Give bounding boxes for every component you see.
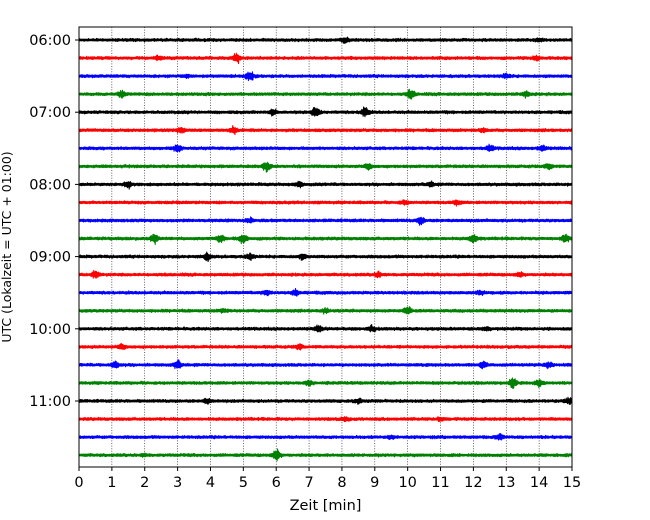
- x-axis-ticks: 0 1 2 3 4 5 6 7 8 9 10 11 12 13 14 15: [74, 467, 581, 491]
- y-tick-label-08:00: 08:00: [29, 177, 71, 193]
- x-tick-label-13: 13: [497, 475, 515, 491]
- trace-row-3: [78, 88, 573, 100]
- trace-row-12: [78, 251, 573, 263]
- x-tick-label-5: 5: [239, 475, 248, 491]
- trace-row-0: [78, 36, 573, 44]
- x-tick-label-12: 12: [464, 475, 482, 491]
- x-tick-label-10: 10: [398, 475, 416, 491]
- trace-row-2: [78, 71, 573, 82]
- x-tick-label-15: 15: [563, 475, 581, 491]
- y-tick-label-09:00: 09:00: [29, 250, 71, 266]
- trace-row-7: [78, 161, 573, 173]
- x-axis-label: Zeit [min]: [290, 498, 362, 514]
- trace-row-9: [78, 199, 573, 207]
- grid-lines: [111, 27, 540, 467]
- x-tick-label-4: 4: [206, 475, 215, 491]
- trace-row-10: [78, 216, 573, 226]
- x-tick-label-9: 9: [370, 475, 379, 491]
- y-tick-label-10:00: 10:00: [29, 322, 71, 338]
- y-tick-label-07:00: 07:00: [29, 105, 71, 121]
- y-tick-label-11:00: 11:00: [29, 394, 71, 410]
- y-axis-ticks: 06:00 07:00 08:00 09:00 10:00 11:00: [29, 33, 79, 410]
- x-tick-label-0: 0: [74, 475, 83, 491]
- x-tick-label-11: 11: [431, 475, 449, 491]
- trace-row-20: [78, 396, 573, 405]
- trace-row-11: [78, 233, 573, 245]
- x-tick-label-1: 1: [107, 475, 116, 491]
- trace-row-16: [78, 324, 573, 333]
- trace-row-4: [78, 106, 573, 118]
- y-axis-label: UTC (Lokalzeit = UTC + 01:00): [0, 151, 14, 342]
- trace-row-23: [78, 448, 573, 462]
- trace-row-13: [78, 269, 573, 279]
- trace-row-21: [78, 415, 573, 423]
- trace-row-6: [78, 143, 573, 153]
- x-tick-label-7: 7: [304, 475, 313, 491]
- trace-row-17: [78, 342, 573, 351]
- trace-row-14: [78, 288, 573, 297]
- trace-row-15: [78, 306, 573, 315]
- trace-row-5: [78, 125, 573, 136]
- trace-row-19: [78, 377, 573, 390]
- x-tick-label-6: 6: [272, 475, 281, 491]
- trace-row-8: [78, 180, 573, 190]
- trace-row-1: [78, 52, 573, 65]
- x-tick-label-14: 14: [530, 475, 548, 491]
- seismic-traces: [78, 36, 573, 462]
- x-tick-label-8: 8: [337, 475, 346, 491]
- trace-row-22: [78, 433, 573, 441]
- plot-frame: [78, 26, 573, 468]
- x-tick-label-3: 3: [173, 475, 182, 491]
- y-tick-label-06:00: 06:00: [29, 33, 71, 49]
- x-tick-label-2: 2: [140, 475, 149, 491]
- trace-row-18: [78, 359, 573, 370]
